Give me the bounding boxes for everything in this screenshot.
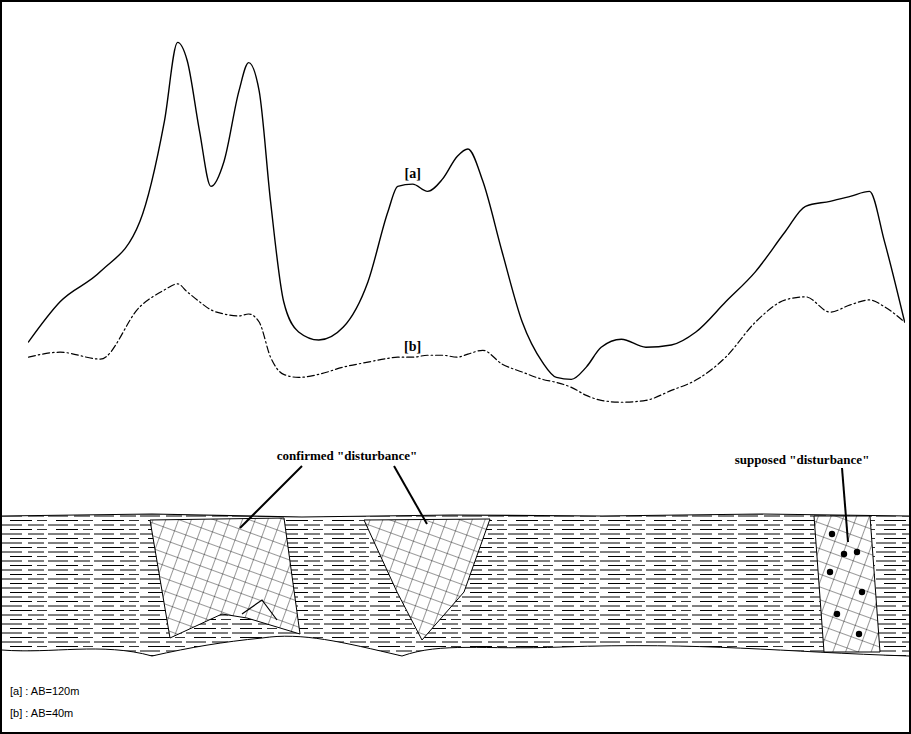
html-text:[a] : AB=120m: [a] : AB=120m <box>10 685 80 697</box>
svg-text:[b]: [b] <box>404 339 421 354</box>
svg-text:supposed "disturbance": supposed "disturbance" <box>735 452 870 467</box>
svg-text:confirmed "disturbance": confirmed "disturbance" <box>277 448 417 463</box>
html-text:[b] : AB=40m: [b] : AB=40m <box>10 707 74 719</box>
svg-text:[a]: [a] <box>404 166 420 181</box>
